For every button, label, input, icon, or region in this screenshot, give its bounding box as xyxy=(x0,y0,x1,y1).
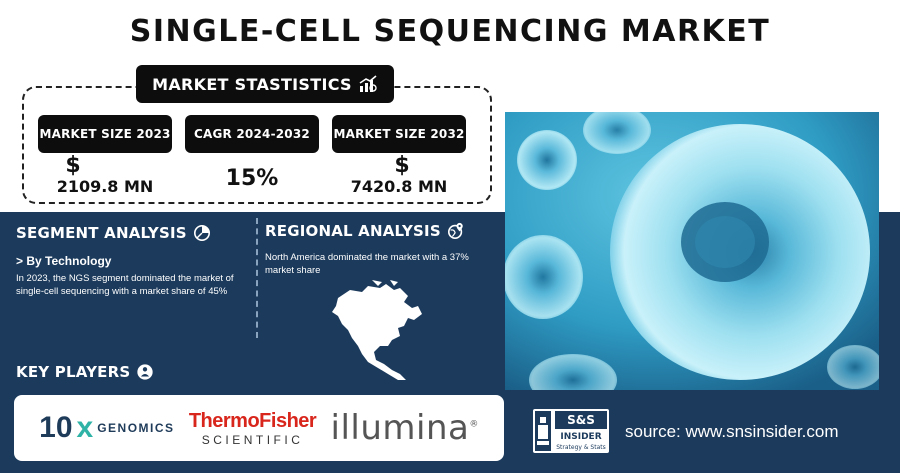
illumina-name: illumina xyxy=(330,408,470,448)
globe-pin-icon xyxy=(447,222,463,240)
regional-analysis-heading: REGIONAL ANALYSIS xyxy=(265,222,465,240)
thermo-fisher-logo: ThermoFisher SCIENTIFIC xyxy=(188,409,317,447)
10x-logo-number: 10 xyxy=(39,411,73,444)
10x-genomics-logo: 10 x GENOMICS xyxy=(39,411,174,445)
section-divider xyxy=(256,218,258,338)
sns-insider-logo: S&S INSIDER Strategy & Stats xyxy=(533,409,609,453)
source-text: source: www.snsinsider.com xyxy=(625,422,839,441)
market-size-2032-amount: 7420.8 MN xyxy=(350,177,448,196)
brand-tagline: Strategy & Stats xyxy=(556,444,606,451)
cagr-value: 15% xyxy=(225,166,279,191)
market-size-2023-amount: 2109.8 MN xyxy=(56,177,154,196)
thermo-fisher-name: ThermoFisher xyxy=(188,409,317,432)
dollar-icon: $ xyxy=(65,153,81,178)
dollar-icon: $ xyxy=(394,153,410,178)
market-size-2032-value: $ 7420.8 MN xyxy=(332,155,466,197)
segment-analysis-title: SEGMENT ANALYSIS xyxy=(16,224,187,242)
cells-illustration xyxy=(505,112,879,390)
market-size-2023-value: $ 2109.8 MN xyxy=(38,153,172,197)
illumina-logo: illumina® xyxy=(331,408,479,448)
market-size-2023-label: MARKET SIZE 2023 xyxy=(38,115,172,153)
illumina-registered-mark: ® xyxy=(469,419,479,430)
pie-chart-icon xyxy=(193,224,210,242)
segment-analysis-heading: SEGMENT ANALYSIS xyxy=(16,224,211,242)
cagr-label: CAGR 2024-2032 xyxy=(185,115,319,153)
key-players-logos: 10 x GENOMICS ThermoFisher SCIENTIFIC ill… xyxy=(14,395,504,461)
brand-mid: INSIDER xyxy=(560,432,601,442)
person-coin-icon xyxy=(137,364,153,380)
regional-text: North America dominated the market with … xyxy=(265,252,469,276)
key-players-heading: KEY PLAYERS xyxy=(16,363,154,381)
10x-logo-x: x xyxy=(76,411,94,444)
page-title: SINGLE-CELL SEQUENCING MARKET xyxy=(129,14,771,49)
north-america-map-icon xyxy=(332,280,422,380)
market-stats-title: MARKET STASTISTICS xyxy=(152,74,352,94)
market-size-2032-label: MARKET SIZE 2032 xyxy=(332,115,466,153)
market-stats-header: MARKET STASTISTICS xyxy=(136,65,394,103)
key-players-title: KEY PLAYERS xyxy=(16,363,131,381)
10x-logo-genomics: GENOMICS xyxy=(97,421,175,435)
regional-analysis-title: REGIONAL ANALYSIS xyxy=(265,222,441,240)
segment-text: In 2023, the NGS segment dominated the m… xyxy=(16,273,234,297)
chart-growth-icon xyxy=(359,75,377,92)
brand-top: S&S xyxy=(567,413,595,427)
thermo-fisher-scientific: SCIENTIFIC xyxy=(201,432,304,447)
segment-subtitle: > By Technology xyxy=(16,254,112,268)
cell-image xyxy=(505,112,879,390)
